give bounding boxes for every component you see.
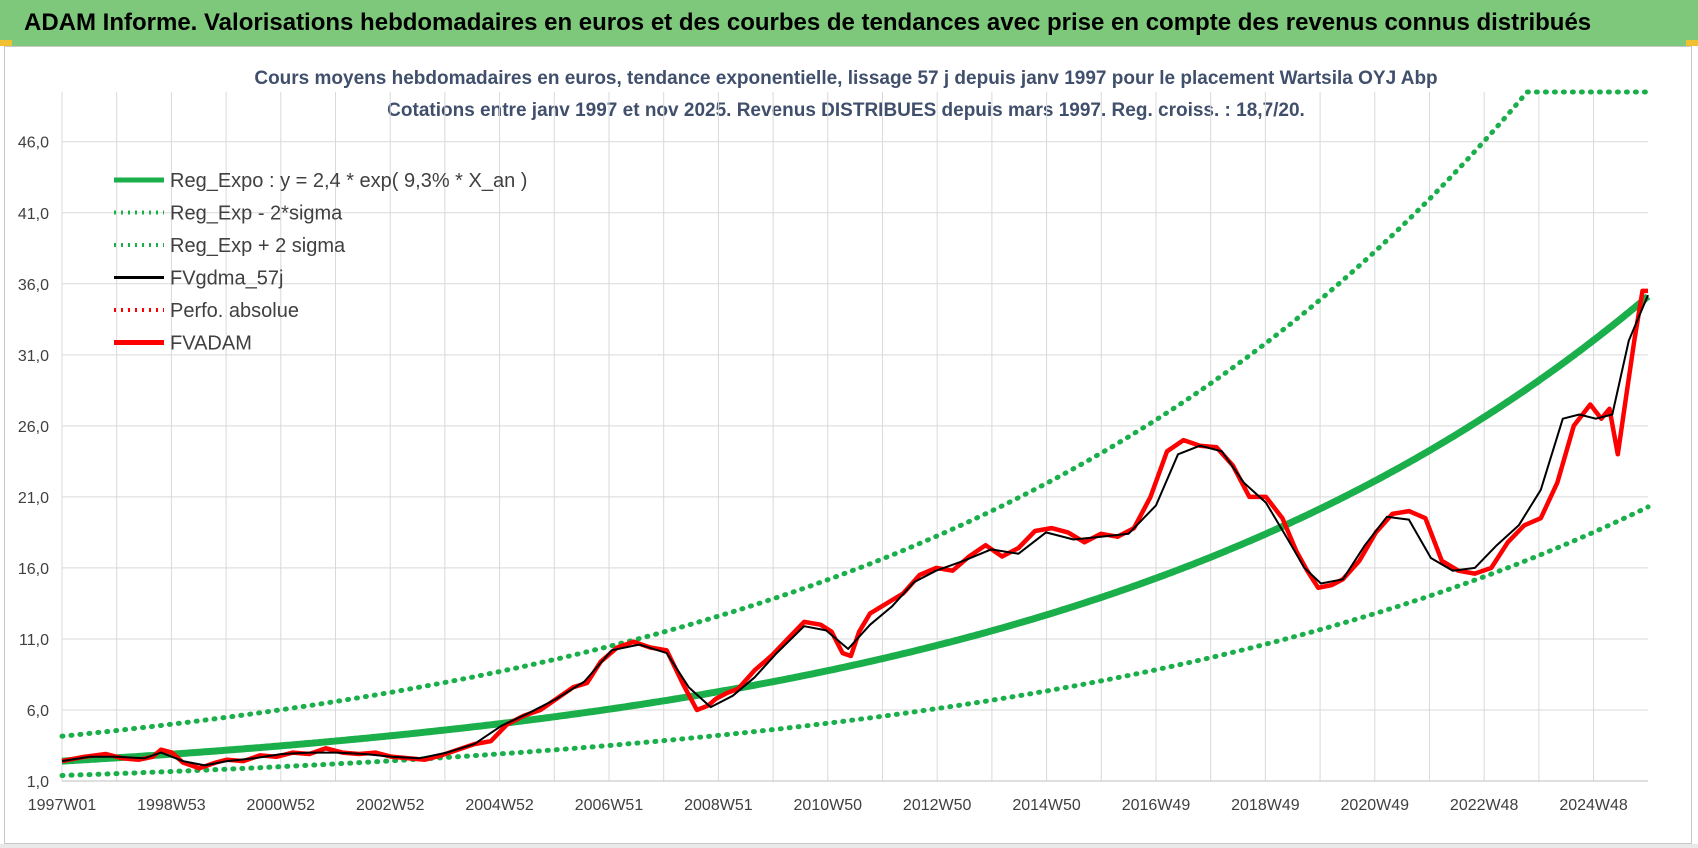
- axes: 1,0 6,0 11,0 16,0 21,0 26,0 31,0 36,0 41,0 46,0 19…: [18, 135, 1648, 814]
- y-tick-label: 1,0: [27, 774, 49, 791]
- x-tick-label: 1997W01: [28, 797, 97, 814]
- series-line-fvadam: [61, 288, 1648, 771]
- series-layer: [59, 89, 1651, 778]
- chart: Cours moyens hebdomadaires en euros, ten…: [18, 68, 1651, 814]
- x-tick-label: 2014W50: [1012, 797, 1081, 814]
- report-title: ADAM Informe. Valorisations hebdomadaire…: [24, 9, 1592, 36]
- trend-line: [61, 293, 1651, 765]
- x-tick-label: 2024W48: [1559, 797, 1628, 814]
- x-tick-label: 2002W52: [356, 797, 425, 814]
- legend-label: Reg_Exp + 2 sigma: [170, 235, 346, 257]
- y-tick-label: 26,0: [18, 419, 49, 436]
- x-tick-label: 2018W49: [1231, 797, 1300, 814]
- trend-upper-band-line: [59, 89, 1651, 739]
- x-tick-label: 1998W53: [137, 797, 206, 814]
- x-tick-label: 2016W49: [1122, 797, 1191, 814]
- y-tick-label: 11,0: [19, 632, 49, 649]
- x-tick-label: 2004W52: [465, 797, 534, 814]
- grid: [61, 92, 1648, 782]
- legend-label: FVADAM: [170, 333, 252, 355]
- series-line-fvgdma-57j: [61, 294, 1649, 767]
- x-tick-label: 2000W52: [247, 797, 316, 814]
- corner-mark-left: [0, 40, 12, 46]
- legend-label: FVgdma_57j: [170, 268, 283, 290]
- legend: Reg_Expo : y = 2,4 * exp( 9,3% * X_an ) R…: [114, 170, 527, 355]
- legend-label: Reg_Exp - 2*sigma: [170, 203, 343, 225]
- chart-frame: [4, 46, 1692, 844]
- y-tick-label: 41,0: [18, 206, 49, 223]
- report-banner: ADAM Informe. Valorisations hebdomadaire…: [0, 0, 1698, 46]
- x-tick-label: 2012W50: [903, 797, 972, 814]
- chart-title-line2: Cotations entre janv 1997 et nov 2025. R…: [387, 100, 1305, 121]
- x-tick-label: 2022W48: [1450, 797, 1519, 814]
- x-tick-label: 2020W49: [1341, 797, 1410, 814]
- chart-title-line1: Cours moyens hebdomadaires en euros, ten…: [254, 68, 1437, 89]
- legend-label: Perfo. absolue: [170, 300, 299, 322]
- y-tick-label: 21,0: [18, 490, 49, 507]
- x-tick-label: 2010W50: [794, 797, 863, 814]
- y-tick-label: 6,0: [27, 703, 49, 720]
- y-tick-label: 46,0: [18, 135, 49, 152]
- y-tick-label: 16,0: [18, 561, 49, 578]
- trend-lower-band-line: [59, 504, 1651, 778]
- y-tick-label: 31,0: [18, 348, 49, 365]
- x-tick-label: 2006W51: [575, 797, 644, 814]
- y-tick-label: 36,0: [18, 277, 49, 294]
- legend-label: Reg_Expo : y = 2,4 * exp( 9,3% * X_an ): [170, 170, 527, 192]
- bottom-strip: [0, 844, 1698, 848]
- corner-mark-right: [1686, 40, 1698, 46]
- x-tick-label: 2008W51: [684, 797, 753, 814]
